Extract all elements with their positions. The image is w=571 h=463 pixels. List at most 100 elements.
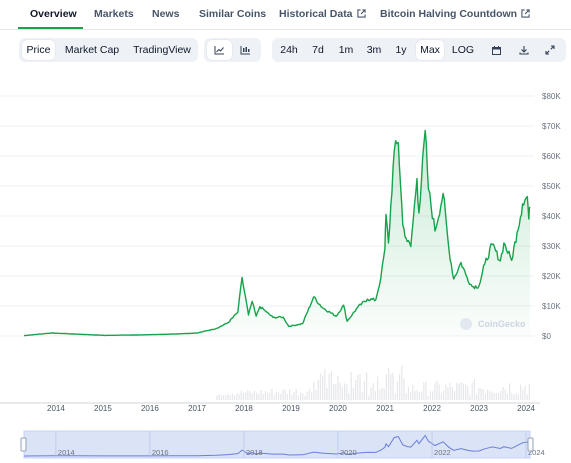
volume-bar (416, 390, 418, 400)
volume-bar (355, 380, 357, 400)
calendar-icon (491, 45, 501, 55)
volume-bar (242, 392, 244, 400)
volume-bar (447, 387, 449, 400)
range-24h-button[interactable]: 24h (280, 44, 298, 56)
range-1m-button[interactable]: 1m (338, 44, 354, 56)
volume-bar (324, 369, 326, 400)
volume-bar (273, 395, 275, 400)
volume-bar (260, 390, 262, 400)
range-navigator[interactable]: 2014 2016 2018 2020 2022 2024 (20, 430, 545, 459)
range-max-button[interactable]: Max (416, 40, 444, 60)
navigator-right-handle[interactable] (527, 437, 534, 452)
volume-bar (304, 396, 306, 400)
volume-bar (370, 387, 372, 400)
volume-bar (361, 392, 363, 400)
download-button[interactable] (512, 40, 536, 60)
volume-bar (515, 392, 517, 400)
volume-bar (429, 391, 431, 400)
volume-bar (350, 372, 352, 400)
volume-bar (405, 393, 407, 400)
y-tick-label: $20K (542, 272, 561, 281)
volume-bar (517, 394, 519, 400)
volume-bar (458, 383, 460, 400)
volume-bar (425, 381, 427, 400)
tab-historical-data[interactable]: Historical Data (279, 8, 366, 20)
tradingview-mode-button[interactable]: TradingView (133, 44, 191, 56)
x-tick-label: 2016 (141, 404, 159, 413)
volume-bar (399, 373, 401, 400)
volume-bar (293, 391, 295, 400)
price-chart[interactable]: $0 $10K $20K $30K $40K $50K $60K $70K $80K CoinG… (0, 70, 571, 463)
volume-bar (491, 391, 493, 400)
x-tick-label: 2014 (47, 404, 65, 413)
y-tick-label: $80K (542, 92, 561, 101)
volume-bar (414, 391, 416, 400)
volume-bar (487, 389, 489, 400)
volume-bar (394, 393, 396, 400)
x-tick-label: 2022 (423, 404, 441, 413)
tab-bitcoin-halving-countdown[interactable]: Bitcoin Halving Countdown (380, 8, 530, 20)
tab-similar-coins[interactable]: Similar Coins (199, 8, 267, 20)
tab-overview[interactable]: Overview (30, 8, 77, 20)
price-mode-button[interactable]: Price (22, 40, 55, 60)
volume-bar (467, 386, 469, 400)
coingecko-watermark: CoinGecko (460, 318, 526, 330)
volume-bar (440, 392, 442, 400)
date-range-button[interactable] (484, 40, 508, 60)
navigator-tick-label: 2014 (58, 448, 75, 457)
volume-bar (438, 384, 440, 400)
volume-bar (449, 383, 451, 400)
volume-bar (418, 392, 420, 400)
volume-bar (238, 393, 240, 400)
download-icon (519, 46, 529, 55)
y-tick-label: $10K (542, 302, 561, 311)
volume-bar (359, 374, 361, 400)
fullscreen-button[interactable] (538, 40, 562, 60)
volume-bar (223, 395, 225, 400)
volume-bar (473, 379, 475, 400)
volume-bar (256, 392, 258, 400)
y-tick-label: $60K (542, 152, 561, 161)
volume-bar (317, 379, 319, 400)
volume-bar (403, 379, 405, 400)
volume-bar (216, 395, 218, 400)
log-scale-button[interactable]: LOG (451, 44, 475, 56)
x-axis-labels: 2014 2015 2016 2017 2018 2019 2020 2021 2022 2023… (47, 404, 535, 413)
x-tick-label: 2024 (517, 404, 535, 413)
range-3m-button[interactable]: 3m (366, 44, 382, 56)
volume-bar (346, 384, 348, 400)
navigator-left-handle[interactable] (20, 437, 27, 452)
line-chart-button[interactable] (207, 40, 232, 60)
volume-bar (220, 395, 222, 400)
external-link-icon (521, 9, 530, 18)
volume-bar (495, 393, 497, 400)
tab-news[interactable]: News (152, 8, 180, 20)
volume-bar (489, 391, 491, 400)
volume-bar (366, 372, 368, 400)
external-link-icon (356, 9, 366, 18)
navigator-tick-label: 2018 (246, 448, 263, 457)
volume-bar (278, 392, 280, 400)
volume-bar (306, 391, 308, 400)
volume-bar (280, 394, 282, 400)
volume-bar (236, 393, 238, 400)
y-tick-label: $40K (542, 212, 561, 221)
range-7d-button[interactable]: 7d (312, 44, 324, 56)
tab-markets[interactable]: Markets (94, 8, 134, 20)
x-tick-label: 2019 (282, 404, 300, 413)
candlestick-icon (240, 46, 250, 55)
volume-bar (363, 380, 365, 400)
volume-bar (500, 391, 502, 400)
volume-bar (513, 394, 515, 400)
volume-bar (344, 383, 346, 400)
y-tick-label: $0 (542, 332, 551, 341)
volume-bar (269, 392, 271, 400)
line-chart-icon (214, 46, 224, 55)
volume-bar (484, 393, 486, 400)
volume-bar (401, 366, 403, 400)
volume-bar (333, 383, 335, 400)
range-1y-button[interactable]: 1y (395, 44, 407, 56)
candlestick-chart-button[interactable] (233, 40, 258, 60)
volume-bar (379, 389, 381, 400)
market-cap-mode-button[interactable]: Market Cap (64, 44, 120, 56)
